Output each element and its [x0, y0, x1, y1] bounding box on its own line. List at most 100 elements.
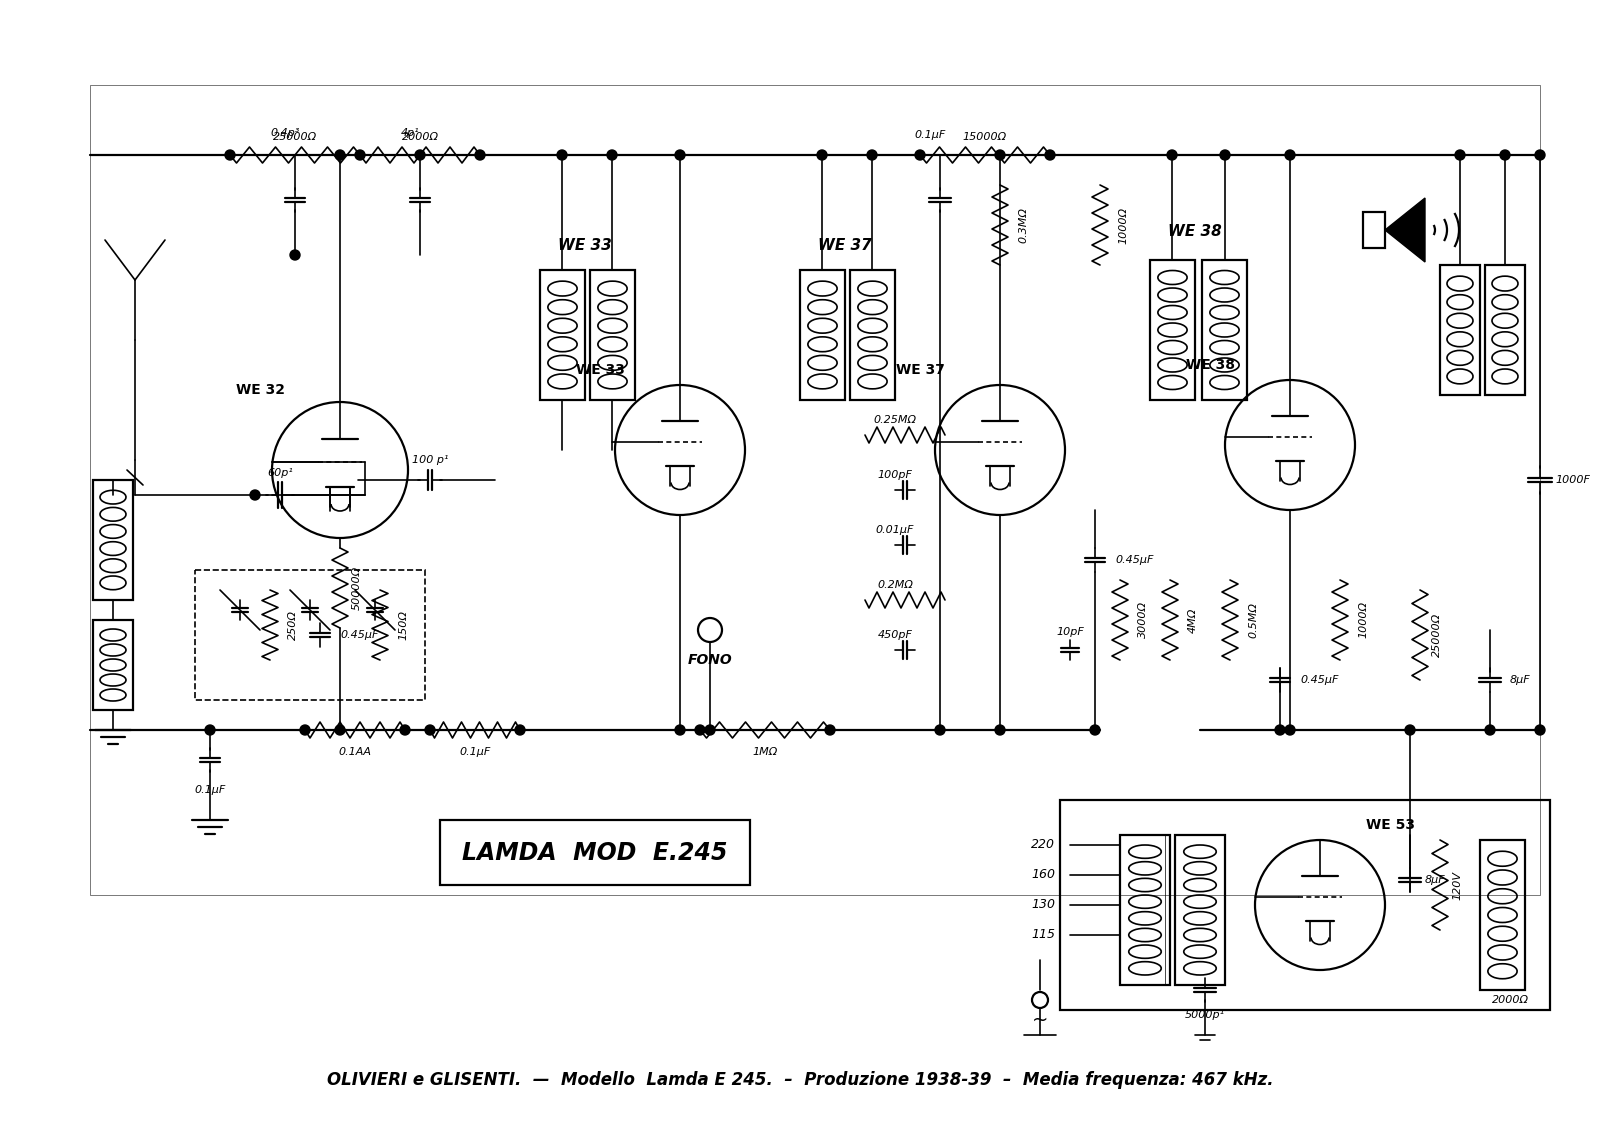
Circle shape	[1285, 725, 1294, 735]
Circle shape	[1454, 150, 1466, 159]
Text: 250Ω: 250Ω	[288, 610, 298, 640]
Circle shape	[334, 725, 346, 735]
Bar	[1120, 835, 1170, 985]
Bar	[1485, 265, 1525, 395]
Circle shape	[400, 725, 410, 735]
Bar	[850, 270, 894, 400]
Text: 4p¹: 4p¹	[400, 128, 419, 138]
Bar	[541, 270, 586, 400]
Circle shape	[1090, 725, 1101, 735]
Circle shape	[515, 725, 525, 735]
Bar	[90, 85, 1539, 895]
Text: 160: 160	[1030, 869, 1054, 881]
Text: 120V: 120V	[1453, 871, 1462, 899]
Circle shape	[1501, 150, 1510, 159]
Text: 115: 115	[1030, 929, 1054, 941]
Text: 450pF: 450pF	[877, 630, 912, 640]
Circle shape	[706, 725, 715, 735]
Text: 8µF: 8µF	[1510, 675, 1531, 685]
Text: 0.3MΩ: 0.3MΩ	[1018, 207, 1027, 243]
Circle shape	[1485, 725, 1494, 735]
Text: 220: 220	[1030, 838, 1054, 852]
Text: 0.25MΩ: 0.25MΩ	[874, 415, 917, 425]
Bar	[1363, 211, 1386, 248]
Text: 60p¹: 60p¹	[267, 468, 293, 478]
Text: WE 37: WE 37	[818, 238, 872, 252]
Circle shape	[675, 150, 685, 159]
Text: WE 38: WE 38	[1168, 224, 1222, 240]
Text: WE 53: WE 53	[1365, 818, 1414, 832]
Bar	[1059, 800, 1550, 1010]
Circle shape	[290, 250, 301, 260]
Circle shape	[426, 725, 435, 735]
Text: 2000Ω: 2000Ω	[402, 132, 438, 143]
Circle shape	[995, 725, 1005, 735]
Circle shape	[1221, 150, 1230, 159]
Text: 0.1µF: 0.1µF	[194, 785, 226, 795]
Text: WE 33: WE 33	[558, 238, 611, 252]
Text: WE 33: WE 33	[576, 363, 624, 377]
Text: 1000Ω: 1000Ω	[1358, 602, 1368, 639]
Text: 0.45µF: 0.45µF	[1299, 675, 1338, 685]
Text: 0.4p³: 0.4p³	[270, 128, 299, 138]
Text: 0.01µF: 0.01µF	[875, 525, 914, 535]
Circle shape	[1534, 150, 1546, 159]
Bar	[1202, 260, 1246, 400]
Circle shape	[867, 150, 877, 159]
Circle shape	[1045, 150, 1054, 159]
Text: 0.5MΩ: 0.5MΩ	[1248, 602, 1258, 638]
Text: 3000Ω: 3000Ω	[1138, 602, 1149, 639]
Bar	[1440, 265, 1480, 395]
Circle shape	[915, 150, 925, 159]
Text: WE 37: WE 37	[896, 363, 944, 377]
Text: 0.45µF: 0.45µF	[1115, 555, 1154, 566]
Text: 150Ω: 150Ω	[398, 610, 408, 640]
Text: 25000Ω: 25000Ω	[274, 132, 317, 143]
Text: 0.2MΩ: 0.2MΩ	[877, 580, 914, 590]
Text: WE 32: WE 32	[235, 383, 285, 397]
Circle shape	[475, 150, 485, 159]
Text: 0.45µF: 0.45µF	[339, 630, 378, 640]
Text: 8µF: 8µF	[1426, 875, 1446, 884]
Text: 5000p¹: 5000p¹	[1186, 1010, 1226, 1020]
Text: FONO: FONO	[688, 653, 733, 667]
Circle shape	[1405, 725, 1414, 735]
Text: 1MΩ: 1MΩ	[752, 746, 778, 757]
Circle shape	[995, 150, 1005, 159]
Circle shape	[606, 150, 618, 159]
Text: 15000Ω: 15000Ω	[963, 132, 1006, 143]
Bar	[1174, 835, 1226, 985]
Text: 0.1AA: 0.1AA	[339, 746, 371, 757]
Circle shape	[557, 150, 566, 159]
Circle shape	[334, 150, 346, 159]
Circle shape	[1534, 725, 1546, 735]
Circle shape	[694, 725, 706, 735]
Circle shape	[934, 725, 946, 735]
Text: WE 38: WE 38	[1186, 359, 1235, 372]
Circle shape	[1166, 150, 1178, 159]
Bar	[1480, 840, 1525, 990]
Circle shape	[250, 490, 259, 500]
Circle shape	[1275, 725, 1285, 735]
Bar	[1150, 260, 1195, 400]
Text: 0.1µF: 0.1µF	[459, 746, 491, 757]
Text: 1000F: 1000F	[1555, 475, 1590, 485]
Bar	[93, 480, 133, 601]
Circle shape	[818, 150, 827, 159]
Text: 100 p¹: 100 p¹	[411, 455, 448, 465]
Text: 50000Ω: 50000Ω	[352, 566, 362, 610]
Text: 130: 130	[1030, 898, 1054, 912]
Text: OLIVIERI e GLISENTI.  —  Modello  Lamda E 245.  –  Produzione 1938-39  –  Media : OLIVIERI e GLISENTI. — Modello Lamda E 2…	[326, 1071, 1274, 1089]
Bar	[93, 620, 133, 710]
Circle shape	[1285, 150, 1294, 159]
Text: 4MΩ: 4MΩ	[1187, 607, 1198, 632]
Text: 2000Ω: 2000Ω	[1491, 995, 1528, 1005]
Circle shape	[414, 150, 426, 159]
Circle shape	[301, 725, 310, 735]
Text: 0.1µF: 0.1µF	[914, 130, 946, 140]
Polygon shape	[1386, 198, 1426, 262]
Circle shape	[675, 725, 685, 735]
Text: 25000Ω: 25000Ω	[1432, 613, 1442, 657]
Text: ~: ~	[1032, 1010, 1048, 1029]
Text: LAMDA  MOD  E.245: LAMDA MOD E.245	[462, 840, 728, 864]
